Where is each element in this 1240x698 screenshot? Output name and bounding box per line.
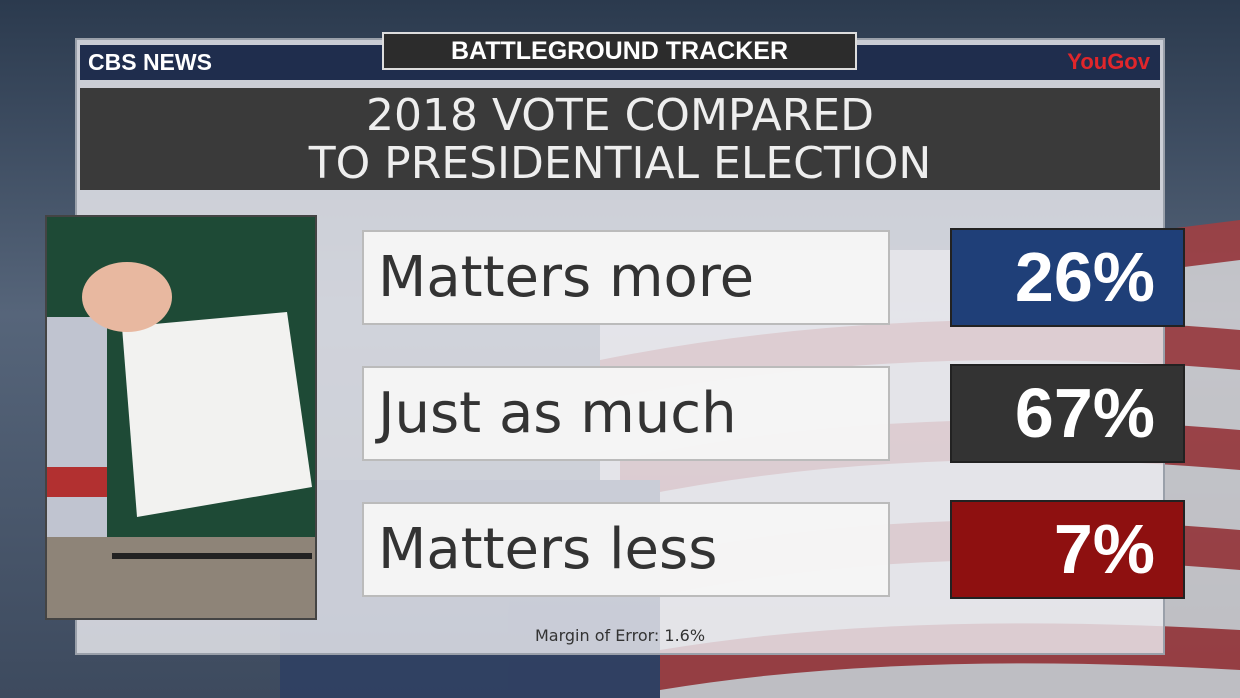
badge: BATTLEGROUND TRACKER xyxy=(382,32,857,70)
row-value: 26% xyxy=(950,228,1185,327)
row-value: 7% xyxy=(950,500,1185,599)
footnote: Margin of Error: 1.6% xyxy=(534,626,706,645)
partner-logo: YouGov xyxy=(1067,49,1150,74)
network-logo: CBS NEWS xyxy=(88,49,212,75)
row-value: 67% xyxy=(950,364,1185,463)
title-line: TO PRESIDENTIAL ELECTION xyxy=(308,138,932,189)
title-bar: 2018 VOTE COMPARED TO PRESIDENTIAL ELECT… xyxy=(80,88,1160,190)
row-label: Matters more xyxy=(362,230,890,325)
row-label: Matters less xyxy=(362,502,890,597)
photo xyxy=(45,215,317,620)
row-label: Just as much xyxy=(362,366,890,461)
title-line: 2018 VOTE COMPARED xyxy=(366,90,874,141)
